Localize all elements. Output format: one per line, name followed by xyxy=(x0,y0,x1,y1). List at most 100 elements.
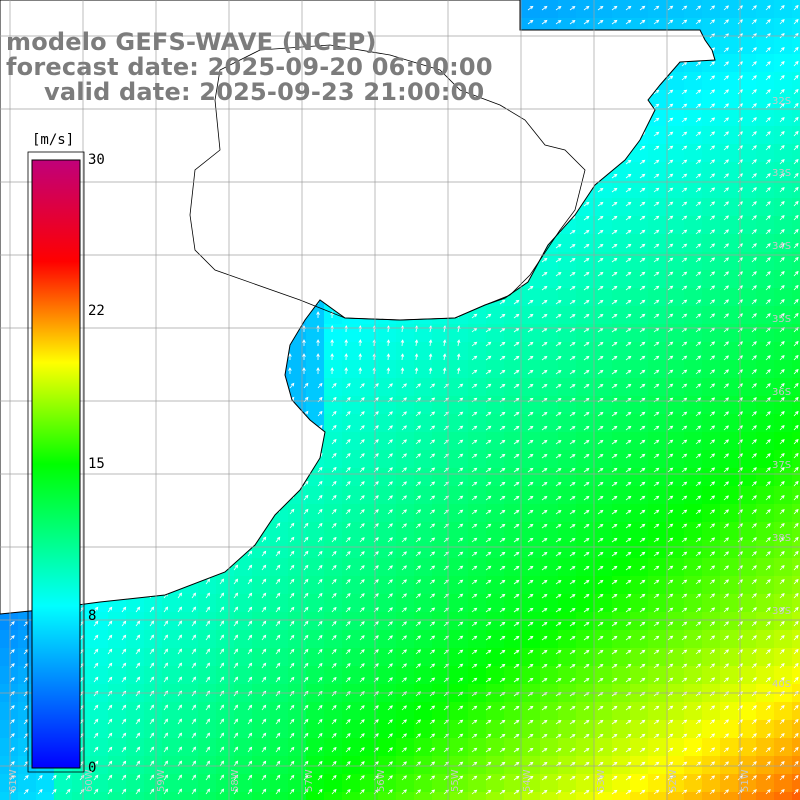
wind-arrow xyxy=(359,789,365,795)
wind-arrow xyxy=(415,509,422,515)
wind-arrow xyxy=(667,299,674,305)
wind-arrow xyxy=(205,774,211,781)
wind-arrow xyxy=(779,159,785,165)
wind-arrow xyxy=(555,537,562,543)
wind-arrow xyxy=(541,789,548,795)
wind-arrow xyxy=(793,592,799,599)
wind-arrow xyxy=(191,592,197,599)
lon-label: 59W xyxy=(156,769,167,792)
wind-arrow xyxy=(233,746,239,753)
wind-arrow xyxy=(387,621,393,627)
wind-arrow xyxy=(415,761,422,767)
wind-arrow xyxy=(695,523,702,529)
wind-arrow xyxy=(765,173,771,179)
wind-arrow xyxy=(135,788,141,795)
wind-arrow xyxy=(219,620,225,627)
wind-arrow xyxy=(667,775,674,781)
wind-arrow xyxy=(695,621,702,627)
wind-arrow xyxy=(779,19,785,25)
wind-arrow xyxy=(583,201,590,207)
wind-arrow xyxy=(583,369,590,375)
wind-arrow xyxy=(429,663,436,669)
wind-arrow xyxy=(541,495,548,501)
wind-arrow xyxy=(765,341,771,347)
wind-arrow xyxy=(177,704,183,711)
wind-arrow xyxy=(527,411,534,417)
wind-arrow xyxy=(639,341,646,347)
wind-arrow xyxy=(639,467,646,473)
wind-arrow xyxy=(331,564,337,571)
wind-arrow xyxy=(331,494,337,501)
wind-arrow xyxy=(429,411,436,417)
wind-arrow xyxy=(639,565,646,571)
wind-arrow xyxy=(779,495,785,501)
wind-arrow xyxy=(261,746,267,753)
wind-arrow xyxy=(639,551,646,557)
wind-arrow xyxy=(261,676,267,683)
wind-arrow xyxy=(611,593,618,599)
wind-arrow xyxy=(709,201,716,207)
wind-arrow xyxy=(611,327,618,333)
wind-arrow xyxy=(709,131,716,137)
wind-arrow xyxy=(527,439,534,445)
wind-arrow xyxy=(415,733,422,739)
wind-arrow xyxy=(303,676,309,683)
wind-arrow xyxy=(541,299,548,305)
wind-arrow xyxy=(303,634,309,641)
wind-arrow xyxy=(219,606,225,613)
wind-arrow xyxy=(205,592,211,599)
wind-arrow xyxy=(359,747,365,753)
wind-arrow xyxy=(751,313,757,319)
wind-arrow xyxy=(387,705,393,711)
wind-arrow xyxy=(611,285,618,291)
wind-arrow xyxy=(597,719,604,725)
wind-arrow xyxy=(653,761,660,767)
wind-arrow xyxy=(779,551,785,557)
wind-arrow xyxy=(709,299,716,305)
wind-arrow xyxy=(499,537,506,543)
wind-arrow xyxy=(611,747,618,753)
wind-arrow xyxy=(541,19,548,25)
wind-arrow xyxy=(779,747,785,753)
wind-arrow xyxy=(331,424,337,431)
wind-arrow xyxy=(723,621,730,627)
wind-arrow xyxy=(653,131,660,137)
wind-arrow xyxy=(625,187,632,193)
wind-arrow xyxy=(765,747,771,753)
wind-arrow xyxy=(625,495,632,501)
wind-arrow xyxy=(569,677,576,683)
wind-arrow xyxy=(177,718,183,725)
wind-arrow xyxy=(555,285,562,291)
wind-arrow xyxy=(191,648,197,655)
lat-label: 39S xyxy=(772,606,792,617)
wind-arrow xyxy=(611,789,618,795)
wind-arrow xyxy=(121,746,127,753)
wind-arrow xyxy=(485,355,492,361)
lat-label: 33S xyxy=(772,168,792,179)
wind-arrow xyxy=(527,719,534,725)
wind-arrow xyxy=(639,453,646,459)
wind-arrow xyxy=(107,774,113,781)
wind-arrow xyxy=(569,565,576,571)
wind-arrow xyxy=(541,481,548,487)
wind-arrow xyxy=(527,761,534,767)
wind-arrow xyxy=(191,774,197,781)
colorbar xyxy=(27,151,85,773)
wind-arrow xyxy=(401,495,407,501)
wind-arrow xyxy=(247,606,253,613)
wind-arrow xyxy=(555,789,562,795)
wind-arrow xyxy=(527,327,534,333)
wind-arrow xyxy=(541,761,548,767)
wind-arrow xyxy=(793,578,799,585)
wind-arrow xyxy=(583,495,590,501)
wind-arrow xyxy=(555,481,562,487)
wind-arrow xyxy=(597,327,604,333)
wind-arrow xyxy=(779,509,785,515)
wind-arrow xyxy=(639,257,646,263)
wind-arrow xyxy=(625,523,632,529)
wind-arrow xyxy=(541,579,548,585)
wind-arrow xyxy=(583,621,590,627)
wind-arrow xyxy=(387,691,393,697)
wind-arrow xyxy=(625,285,632,291)
wind-arrow xyxy=(261,718,267,725)
